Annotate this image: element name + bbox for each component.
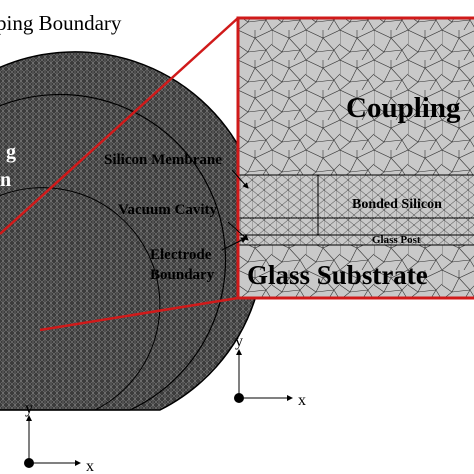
axes-icon: y x [234,333,306,409]
mesh-fine [239,175,474,245]
axis-label: x [298,392,306,409]
axis-label: x [86,458,94,474]
inset-frame [236,16,474,300]
axis-label: y [235,333,243,350]
callout: Silicon Membrane [104,152,222,168]
model-label: n [0,169,11,191]
model-layer [0,93,227,411]
zoom-line [39,296,239,332]
callout: Electrode [150,247,212,263]
model-outer [0,51,265,411]
zoom-line [0,17,239,235]
callout: Boundary [150,267,215,283]
model-layer [0,187,161,411]
title: ping Boundary [0,11,122,35]
callouts: Silicon Membrane Vacuum Cavity Electrode… [104,152,249,283]
inset: Coupling Bonded Silicon Glass Post Glass… [239,19,474,298]
region-label: Glass Substrate [247,260,428,290]
axis-label: y [25,400,33,417]
region-label: Coupling [346,92,461,124]
model-label: g [6,141,16,163]
axes-icon: y x [24,400,94,474]
mesh [239,245,474,298]
region-borders [239,174,474,246]
callout: Vacuum Cavity [118,202,218,218]
region-label: Bonded Silicon [352,197,442,212]
region-label: Glass Post [372,234,421,246]
model: g n [0,51,265,411]
